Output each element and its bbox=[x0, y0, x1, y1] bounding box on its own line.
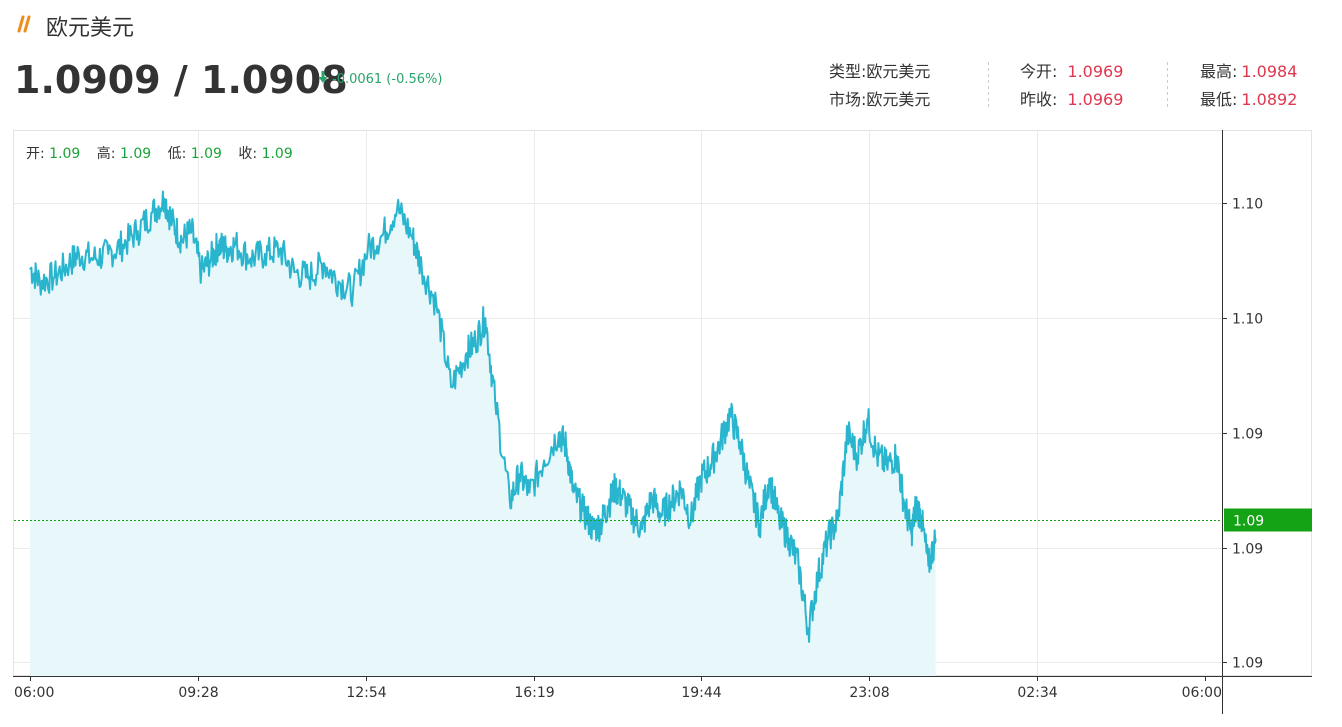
ohlc-high-label: 高 bbox=[96, 146, 111, 162]
market-label: 市场: bbox=[829, 90, 867, 109]
logo-icon bbox=[17, 15, 31, 33]
price-quote: 1.0909 / 1.0908 bbox=[14, 58, 348, 102]
info-column-type: 类型:欧元美元 市场:欧元美元 bbox=[829, 60, 930, 116]
high-label: 最高: bbox=[1200, 62, 1238, 81]
y-tick-label: 1.09 bbox=[1232, 427, 1263, 443]
x-tick-label: 06:00 bbox=[1182, 685, 1222, 701]
open-value: 1.0969 bbox=[1067, 62, 1124, 81]
y-axis-ticks: 1.10 1.10 1.09 1.09 1.09 bbox=[1222, 197, 1263, 672]
low-value: 1.0892 bbox=[1241, 90, 1298, 109]
ohlc-open-label: 开 bbox=[26, 146, 40, 162]
arrow-down-icon bbox=[318, 71, 328, 87]
price-line bbox=[29, 190, 937, 643]
y-tick-label: 1.09 bbox=[1232, 656, 1263, 672]
change-value: -0.0061 (-0.56%) bbox=[332, 72, 443, 87]
ohlc-high-value: 1.09 bbox=[119, 146, 152, 162]
info-column-open: 今开: 1.0969 昨收: 1.0969 bbox=[1020, 60, 1123, 116]
info-divider bbox=[1167, 62, 1168, 110]
x-axis-ticks: 06:00 09:28 12:54 16:19 19:44 23:08 02:34 06:00 bbox=[14, 676, 1222, 701]
ohlc-close-label: 收 bbox=[238, 146, 253, 162]
x-tick-label: 06:00 bbox=[14, 685, 54, 701]
x-tick-label: 12:54 bbox=[346, 685, 386, 701]
ohlc-readout: 开: 1.09 高: 1.09 低: 1.09 收: 1.09 bbox=[26, 146, 293, 162]
bid-price: 1.0909 bbox=[14, 58, 161, 102]
prev-close-label: 昨收: bbox=[1020, 90, 1058, 109]
x-tick-label: 19:44 bbox=[681, 685, 721, 701]
open-label: 今开: bbox=[1020, 62, 1058, 81]
y-tick-label: 1.09 bbox=[1232, 542, 1263, 558]
ohlc-open-value: 1.09 bbox=[49, 146, 81, 162]
x-tick-label: 02:34 bbox=[1017, 685, 1057, 701]
ohlc-close-value: 1.09 bbox=[261, 146, 293, 162]
current-price-label: 1.09 bbox=[1233, 514, 1264, 530]
ohlc-low-value: 1.09 bbox=[190, 146, 222, 162]
x-tick-label: 16:19 bbox=[514, 685, 554, 701]
prev-close-value: 1.0969 bbox=[1067, 90, 1124, 109]
info-column-high: 最高: 1.0984 最低: 1.0892 bbox=[1200, 60, 1297, 116]
info-divider bbox=[988, 62, 989, 110]
type-label: 类型: bbox=[829, 62, 867, 81]
high-value: 1.0984 bbox=[1241, 62, 1298, 81]
y-tick-label: 1.10 bbox=[1232, 197, 1263, 213]
price-separator: / bbox=[173, 58, 188, 102]
ohlc-low-label: 低 bbox=[167, 146, 182, 162]
price-area bbox=[30, 191, 936, 676]
page-title: 欧元美元 bbox=[46, 16, 135, 41]
type-value: 欧元美元 bbox=[866, 62, 931, 81]
x-tick-label: 09:28 bbox=[178, 685, 218, 701]
x-tick-label: 23:08 bbox=[849, 685, 889, 701]
current-price-box bbox=[1224, 508, 1312, 532]
y-tick-label: 1.10 bbox=[1232, 312, 1263, 328]
market-value: 欧元美元 bbox=[866, 90, 931, 109]
low-label: 最低: bbox=[1200, 90, 1238, 109]
price-change: -0.0061 (-0.56%) bbox=[318, 71, 442, 87]
